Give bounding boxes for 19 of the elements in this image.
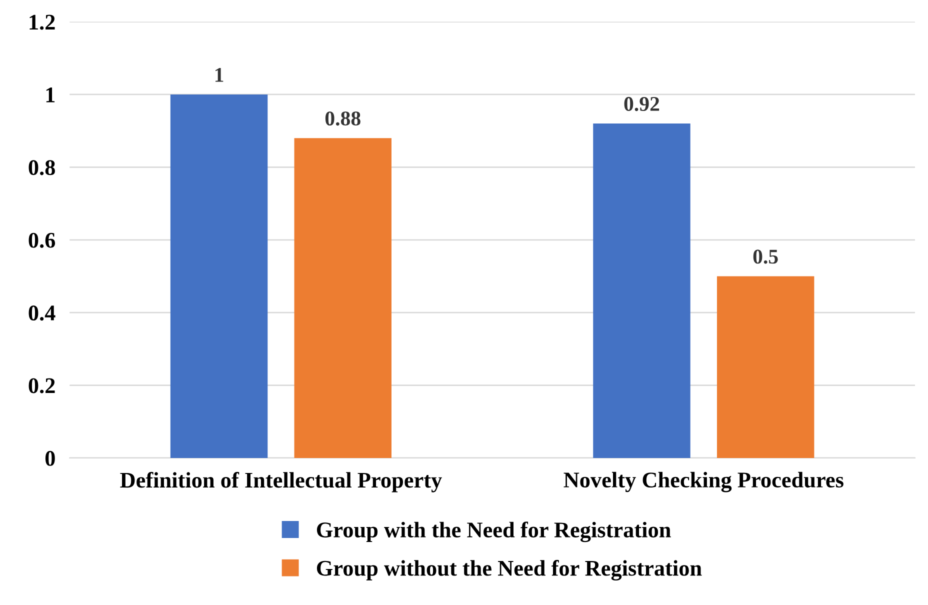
bar xyxy=(170,94,268,458)
data-label: 0.88 xyxy=(325,111,360,126)
y-tick-label: 1.2 xyxy=(30,14,55,30)
bar xyxy=(716,276,814,458)
y-tick-label: 0.4 xyxy=(28,306,56,321)
x-tick-label: Definition of Intellectual Property xyxy=(120,472,442,492)
y-tick-label: 0.6 xyxy=(28,232,56,248)
bar xyxy=(294,138,392,458)
y-tick-label: 0.2 xyxy=(28,378,55,394)
y-tick-label: 0.8 xyxy=(28,160,55,176)
data-label: 1 xyxy=(215,68,224,82)
y-tick-label: 0 xyxy=(45,450,55,466)
data-label: 0.92 xyxy=(624,96,660,112)
x-tick-label: Novelty Checking Procedures xyxy=(564,472,844,492)
y-tick-label: 1 xyxy=(46,88,55,102)
data-label: 0.5 xyxy=(753,250,778,264)
legend-label: Group without the Need for Registration xyxy=(316,560,702,580)
legend-label: Group with the Need for Registration xyxy=(316,522,671,542)
bar xyxy=(593,124,690,458)
